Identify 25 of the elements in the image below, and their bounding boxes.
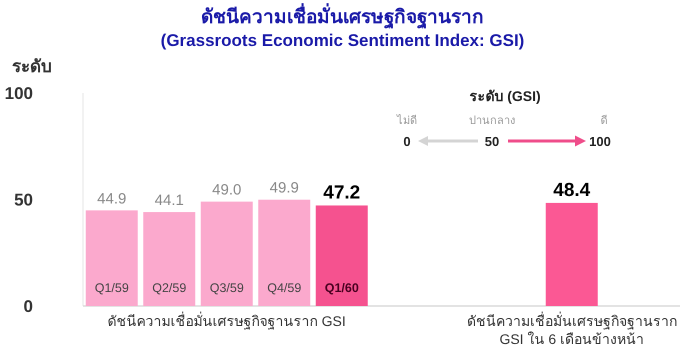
annotation: ดี (600, 115, 608, 127)
subtitle: (Grassroots Economic Sentiment Index: GSI) (160, 31, 524, 50)
ytick: 100 (4, 84, 33, 103)
annotation: 50 (484, 134, 500, 149)
category: Q4/59 (267, 281, 302, 295)
data-label: 44.1 (154, 192, 184, 210)
annotation: ระดับ (GSI) (469, 88, 541, 104)
data-label: 48.4 (553, 180, 590, 201)
annotation: ดัชนีความเชื่อมั่นเศรษฐกิจฐานราก GSI ใน 6 เดือนข้างหน้า (466, 313, 677, 347)
category: Q1/60 (324, 281, 359, 295)
data-label: 44.9 (97, 190, 126, 208)
ytick: 0 (24, 297, 33, 316)
category: Q1/59 (94, 281, 129, 295)
annotation: ไม่ดี (397, 115, 417, 127)
annotation: ดัชนีความเชื่อมั่นเศรษฐกิจฐานราก GSI (108, 313, 346, 329)
data-label: 49.9 (270, 180, 299, 197)
category: Q3/59 (210, 281, 244, 295)
data-label: 47.2 (323, 182, 360, 204)
data-label: 49.0 (212, 182, 242, 199)
annotation: 100 (589, 134, 611, 149)
ytick: 50 (14, 190, 33, 210)
annotation: 0 (403, 134, 411, 149)
ylabel: ระดับ (12, 57, 52, 76)
category: Q2/59 (152, 281, 186, 295)
annotation: ปานกลาง (469, 115, 515, 127)
